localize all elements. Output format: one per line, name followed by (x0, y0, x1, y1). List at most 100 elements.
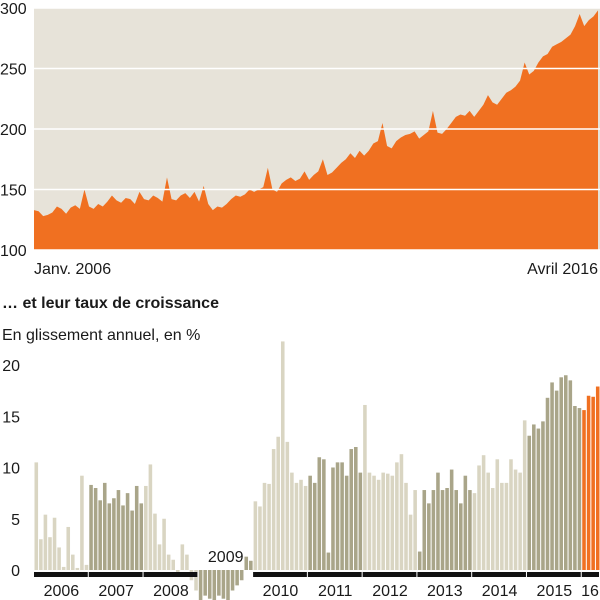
bar (221, 570, 226, 599)
bar (472, 493, 477, 570)
bar (226, 570, 230, 600)
bar (509, 459, 513, 570)
bar (153, 513, 157, 570)
bar (326, 552, 331, 570)
y-tick-label: 20 (2, 358, 20, 375)
bar (185, 554, 189, 570)
bar (390, 475, 395, 570)
bar (385, 473, 390, 570)
bar (130, 510, 134, 570)
bar (139, 503, 144, 570)
x-tick-label: 2010 (263, 583, 299, 600)
bar (294, 482, 299, 570)
bar (303, 485, 308, 570)
bar (554, 390, 559, 570)
bar (431, 490, 436, 570)
bar (495, 459, 500, 570)
bar (258, 506, 262, 570)
bar (568, 380, 573, 570)
bar (490, 488, 495, 570)
bar (500, 482, 504, 570)
year-bar (362, 572, 417, 577)
bar (171, 559, 175, 570)
bar (436, 472, 440, 570)
bar (532, 424, 536, 570)
bar (57, 547, 61, 570)
bar (61, 566, 66, 570)
x-tick-label: 2008 (153, 583, 189, 600)
bar (71, 554, 75, 570)
year-bar (253, 572, 307, 577)
bar (203, 570, 207, 596)
bar (276, 436, 280, 570)
bar (198, 570, 203, 600)
bar (504, 482, 509, 570)
chart-title: … et leur taux de croissance (2, 295, 219, 312)
bar (595, 386, 600, 570)
bar (527, 435, 532, 570)
bar (207, 570, 212, 599)
x-tick-label: 2014 (482, 583, 518, 600)
y-tick-label: 100 (0, 243, 27, 260)
bar (468, 490, 472, 570)
bar (536, 428, 541, 570)
bar (518, 472, 522, 570)
year-bar (581, 572, 599, 577)
bar (43, 514, 48, 570)
x-tick-label: 2015 (537, 583, 573, 600)
bar (157, 544, 162, 570)
bar (440, 490, 445, 570)
year-bar (526, 572, 581, 577)
bar (550, 382, 554, 570)
bar (573, 406, 577, 570)
y-tick-label: 15 (2, 409, 20, 426)
year-bar (307, 572, 362, 577)
x-tick-label: 2011 (318, 583, 353, 600)
y-tick-label: 250 (0, 62, 27, 79)
bar (349, 449, 354, 570)
y-tick-label: 300 (0, 1, 27, 18)
x-tick-label: 16 (581, 583, 599, 600)
bar (239, 570, 244, 581)
bar (372, 475, 376, 570)
bar (285, 441, 290, 570)
bar (244, 556, 249, 570)
bar (408, 514, 413, 570)
bar (253, 501, 258, 570)
bar (144, 485, 148, 570)
bar (445, 488, 449, 570)
bar (545, 397, 550, 570)
bar (116, 490, 121, 570)
chart-subtitle: En glissement annuel, en % (2, 327, 200, 344)
bar (66, 526, 71, 570)
bar (166, 554, 171, 570)
bar (522, 420, 527, 570)
bar (344, 475, 349, 570)
bar (249, 560, 253, 570)
bar (463, 475, 468, 570)
year-bar (143, 572, 198, 577)
bar (267, 483, 271, 570)
bar (39, 539, 43, 570)
bar (486, 472, 490, 570)
bar (180, 544, 185, 570)
bar (322, 459, 326, 570)
bar (454, 490, 458, 570)
bar (335, 462, 340, 570)
bar (121, 505, 125, 570)
bar (308, 475, 312, 570)
bar (217, 570, 221, 596)
bar (162, 518, 166, 570)
bar (395, 462, 399, 570)
x-tick-label: Avril 2016 (527, 261, 598, 278)
x-tick-label: Janv. 2006 (34, 261, 111, 278)
bar (299, 479, 303, 570)
bar (230, 570, 235, 591)
bar (563, 375, 568, 570)
bar (427, 503, 431, 570)
bar (75, 567, 80, 570)
bar (413, 490, 417, 570)
bar (422, 490, 427, 570)
bar (513, 469, 518, 570)
